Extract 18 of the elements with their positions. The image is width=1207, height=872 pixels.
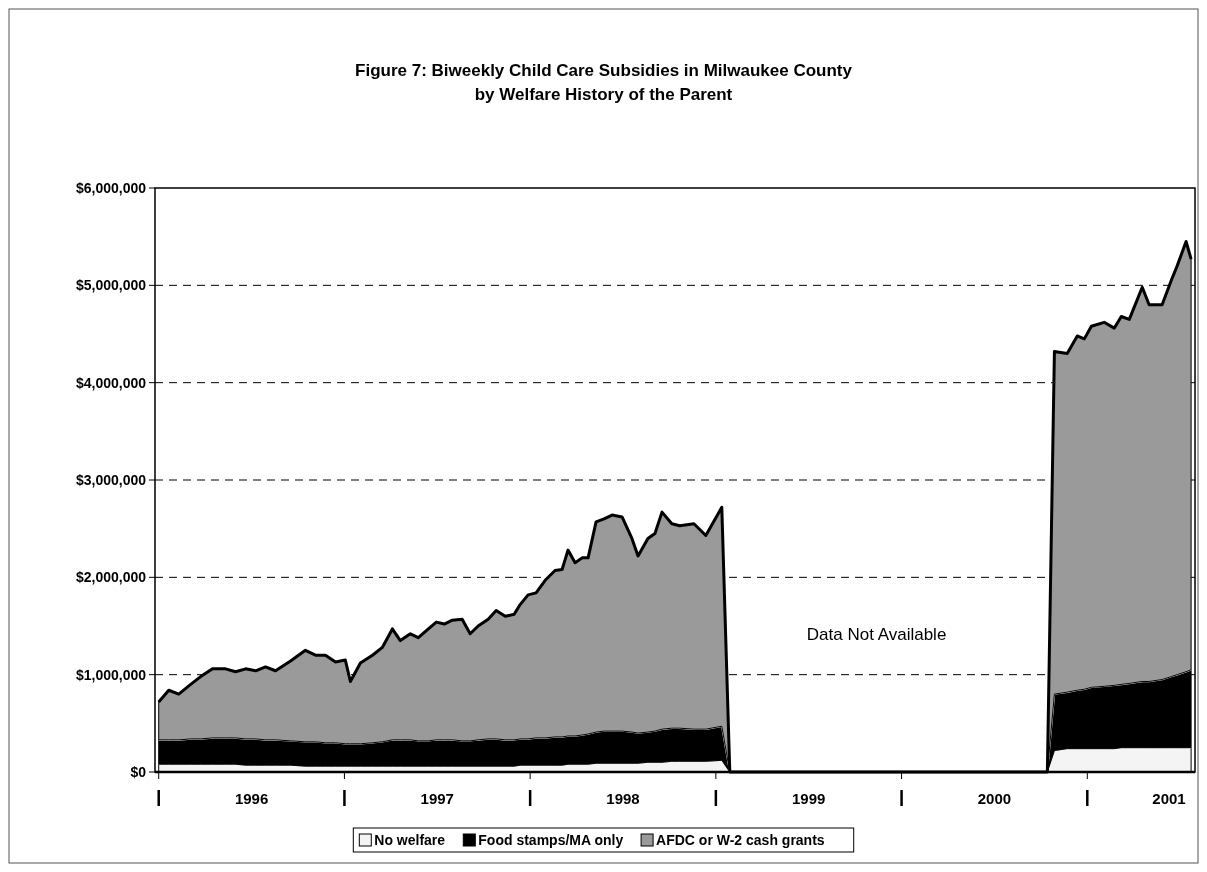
legend-label: AFDC or W-2 cash grants [656, 832, 825, 848]
y-tick-label: $5,000,000 [75, 277, 147, 294]
y-tick-label: $3,000,000 [75, 472, 147, 488]
x-tick-label: 2000 [977, 790, 1012, 807]
y-tick-label: $2,000,000 [75, 569, 147, 586]
x-tick-label: 1998 [606, 790, 640, 807]
x-tick-label: 1997 [420, 790, 454, 807]
y-tick-label: $0 [130, 764, 147, 780]
y-tick-label: $6,000,000 [75, 180, 147, 196]
x-tick-label: 2001 [1152, 790, 1186, 807]
legend-label: Food stamps/MA only [478, 832, 624, 848]
chart-title: Figure 7: Biweekly Child Care Subsidies in Milwaukee County by Welfare History of the Parent [355, 61, 853, 104]
legend-label: No welfare [374, 832, 446, 848]
y-tick-label: $4,000,000 [75, 374, 147, 391]
annotation: Data Not Available [806, 625, 947, 645]
x-tick-label: 1996 [234, 790, 269, 807]
y-tick-label: $1,000,000 [75, 666, 147, 683]
x-tick-label: 1999 [792, 790, 826, 807]
